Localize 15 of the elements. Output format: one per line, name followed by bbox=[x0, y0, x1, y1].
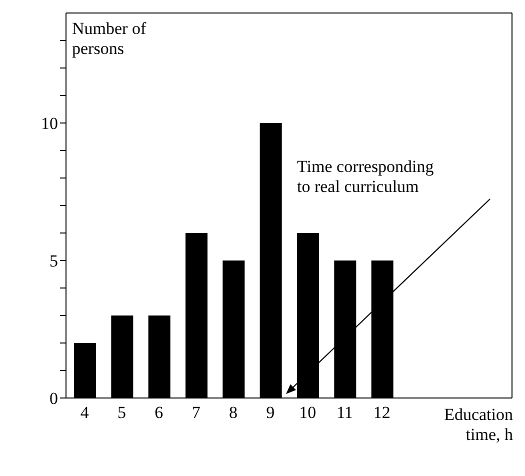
annotation: Time corresponding to real curriculum bbox=[297, 157, 434, 196]
y-axis-title: Number of persons bbox=[72, 19, 146, 58]
y-tick-label: 0 bbox=[50, 389, 58, 408]
x-tick-label: 6 bbox=[154, 403, 164, 422]
x-tick-label: 10 bbox=[299, 403, 316, 422]
x-tick-label: 12 bbox=[373, 403, 390, 422]
x-tick-label: 5 bbox=[118, 403, 126, 422]
y-tick-label: 10 bbox=[41, 114, 58, 134]
x-tick-label: 4 bbox=[80, 403, 90, 422]
y-tick-label: 5 bbox=[50, 252, 58, 271]
x-tick-label: 8 bbox=[229, 403, 238, 422]
x-axis-title: Education time, h bbox=[444, 405, 514, 444]
x-tick-label: 9 bbox=[266, 403, 275, 422]
x-tick-label: 7 bbox=[192, 403, 201, 422]
x-tick-label: 11 bbox=[336, 403, 353, 422]
